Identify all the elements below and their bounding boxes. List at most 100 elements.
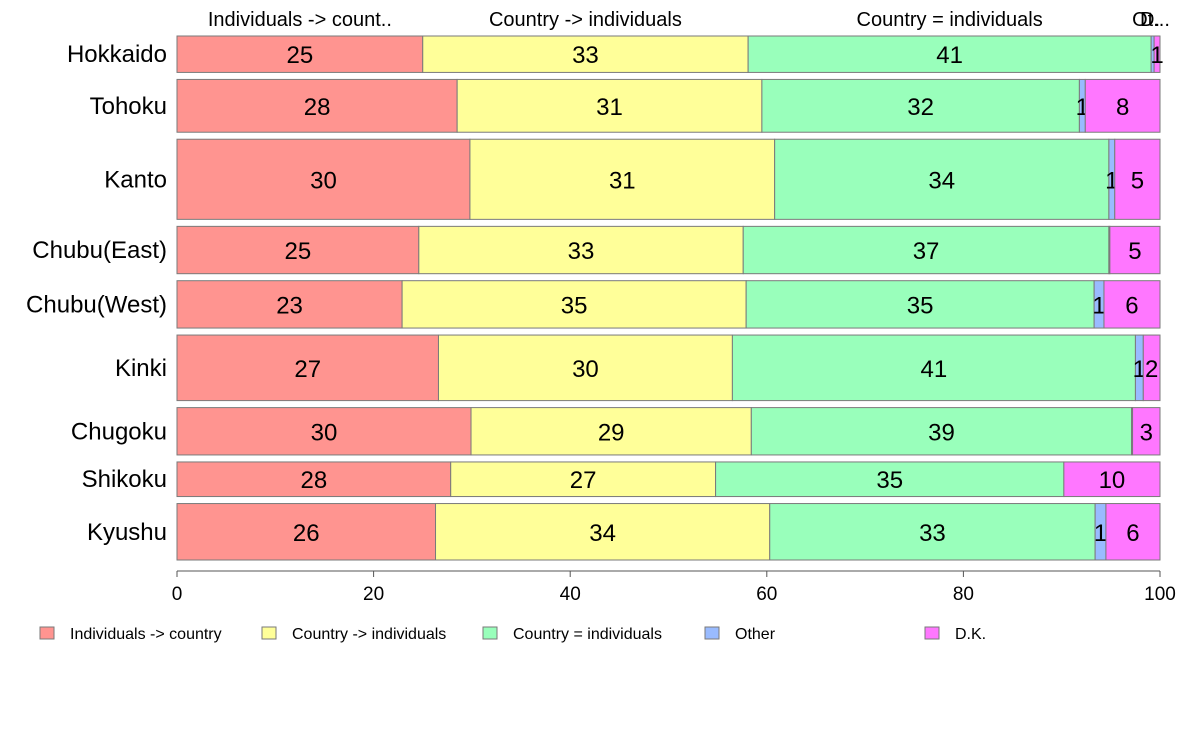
- bar-segment: [750, 407, 1133, 456]
- data-label: 33: [919, 520, 946, 547]
- series-top-label: Ot...: [1132, 9, 1170, 31]
- data-label: 35: [907, 292, 934, 319]
- legend-label: Individuals -> country: [70, 626, 222, 643]
- bar-segment: [774, 138, 1110, 220]
- bar-segment: [1114, 138, 1161, 220]
- data-label: 30: [572, 356, 599, 383]
- bar-segment: [435, 503, 771, 561]
- category-label: Chubu(West): [26, 291, 167, 318]
- data-label: 1: [1094, 520, 1107, 547]
- data-label: 41: [936, 42, 963, 69]
- bars: 25 33 41 128 31 32 1 830 31 34 1 525 33 37 523 35 35 1 627…: [176, 35, 1164, 561]
- bar-segment: [176, 407, 472, 456]
- legend-swatch: [704, 626, 720, 640]
- data-label: 31: [596, 94, 623, 121]
- bar-segment: [731, 334, 1136, 402]
- data-label: 39: [928, 419, 955, 446]
- data-label: 25: [285, 238, 312, 265]
- bar-segment: [745, 280, 1095, 329]
- bar-segment: [1142, 334, 1161, 402]
- bar-segment: [176, 503, 437, 561]
- bar-segment: [176, 138, 471, 220]
- bar-segment: [1132, 407, 1161, 456]
- x-tick-label: 0: [172, 584, 183, 605]
- data-label: 5: [1131, 167, 1144, 194]
- x-tick-label: 40: [560, 584, 581, 605]
- x-tick-label: 80: [953, 584, 974, 605]
- category-label: Kyushu: [87, 519, 167, 546]
- bar-segment: [456, 78, 763, 133]
- bar-segment: [450, 461, 717, 498]
- data-label: 1: [1133, 356, 1146, 383]
- series-top-label: Country -> individuals: [489, 9, 682, 31]
- data-label: 33: [572, 42, 599, 69]
- bar-segment: [1153, 35, 1161, 73]
- bar-segment: [470, 407, 752, 456]
- bar-segment: [176, 78, 458, 133]
- data-label: 1: [1150, 42, 1163, 69]
- data-label: 6: [1126, 520, 1139, 547]
- legend-label: Country = individuals: [513, 626, 662, 643]
- bar-segment: [176, 225, 420, 275]
- bar-segment: [176, 334, 439, 402]
- series-top-label: Country = individuals: [857, 9, 1043, 31]
- bar-segment: [1084, 78, 1161, 133]
- category-label: Kinki: [115, 355, 167, 382]
- data-label: 32: [907, 94, 934, 121]
- x-tick-label: 60: [756, 584, 777, 605]
- data-label: 8: [1116, 94, 1129, 121]
- data-label: 34: [928, 167, 955, 194]
- category-label: Chugoku: [71, 418, 167, 445]
- legend-swatch: [261, 626, 277, 640]
- bar-segment: [401, 280, 747, 329]
- series-top-label: Individuals -> count..: [208, 9, 392, 31]
- category-label: Kanto: [104, 166, 167, 193]
- data-label: 35: [561, 292, 588, 319]
- category-label: Hokkaido: [67, 41, 167, 68]
- data-label: 31: [609, 167, 636, 194]
- legend-swatch: [482, 626, 498, 640]
- category-labels: Hokkaido Tohoku Kanto Chubu(East) Chubu(West…: [26, 41, 167, 546]
- legend-swatch: [39, 626, 55, 640]
- data-label: 28: [304, 94, 331, 121]
- series-top-label: D.: [1140, 9, 1160, 31]
- data-label: 35: [876, 467, 903, 494]
- bar-segment: [176, 280, 403, 329]
- top-series-labels: Individuals -> count.. Country -> individ…: [208, 9, 1170, 31]
- bar-segment: [1109, 225, 1161, 275]
- data-label: 30: [310, 167, 337, 194]
- data-label: 28: [301, 467, 328, 494]
- data-label: 10: [1099, 467, 1126, 494]
- data-label: 6: [1125, 292, 1138, 319]
- legend-label: D.K.: [955, 626, 986, 643]
- bar-segment: [742, 225, 1110, 275]
- data-label: 34: [589, 520, 616, 547]
- bar-segment: [469, 138, 776, 220]
- category-label: Chubu(East): [32, 237, 167, 264]
- data-label: 33: [568, 238, 595, 265]
- data-label: 5: [1128, 238, 1141, 265]
- data-label: 25: [287, 42, 314, 69]
- bar-segment: [1063, 461, 1161, 498]
- data-label: 29: [598, 419, 625, 446]
- x-axis: 0 20 40 60 80 100: [172, 570, 1176, 605]
- legend: Individuals -> country Country -> individ…: [39, 626, 986, 643]
- legend-swatch: [924, 626, 940, 640]
- legend-label: Country -> individuals: [292, 626, 446, 643]
- data-label: 26: [293, 520, 320, 547]
- data-label: 37: [913, 238, 940, 265]
- x-tick-label: 20: [363, 584, 384, 605]
- x-tick-label: 100: [1144, 584, 1176, 605]
- data-label: 30: [311, 419, 338, 446]
- category-label: Shikoku: [82, 466, 167, 493]
- category-label: Tohoku: [90, 93, 167, 120]
- bar-segment: [422, 35, 749, 73]
- data-label: 41: [921, 356, 948, 383]
- bar-segment: [761, 78, 1080, 133]
- bar-segment: [437, 334, 733, 402]
- bar-segment: [418, 225, 744, 275]
- data-label: 1: [1092, 292, 1105, 319]
- data-label: 23: [276, 292, 303, 319]
- bar-segment: [769, 503, 1096, 561]
